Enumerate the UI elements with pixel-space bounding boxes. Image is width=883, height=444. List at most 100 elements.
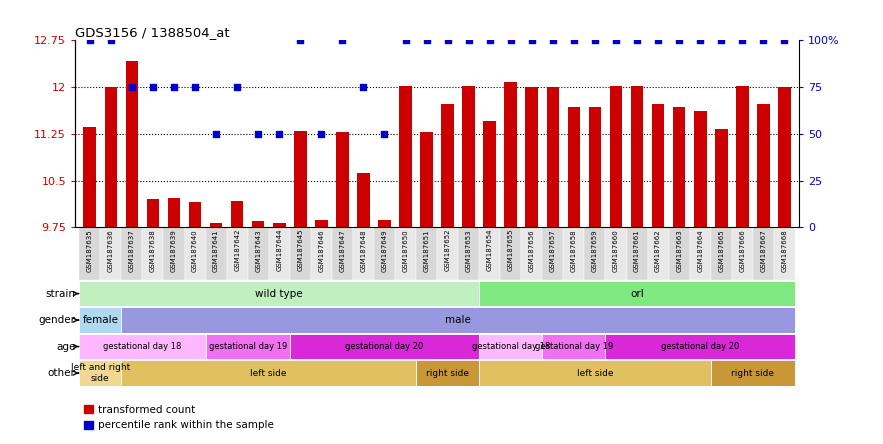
- Text: gestational day 18: gestational day 18: [472, 342, 550, 351]
- Bar: [630, 86, 644, 227]
- Text: age: age: [56, 341, 75, 352]
- Point: [146, 83, 160, 91]
- Bar: [585, 227, 606, 280]
- Bar: [290, 334, 479, 359]
- Bar: [79, 307, 121, 333]
- Bar: [542, 227, 563, 280]
- Bar: [189, 202, 201, 227]
- Bar: [521, 227, 542, 280]
- Point: [83, 36, 97, 44]
- Text: GSM187662: GSM187662: [655, 229, 661, 272]
- Bar: [479, 361, 711, 386]
- Text: gestational day 20: gestational day 20: [661, 342, 739, 351]
- Bar: [563, 227, 585, 280]
- Text: GSM187637: GSM187637: [129, 229, 135, 272]
- Point: [777, 36, 791, 44]
- Bar: [79, 361, 121, 386]
- Point: [483, 36, 497, 44]
- Bar: [568, 107, 580, 227]
- Bar: [294, 131, 306, 227]
- Text: GSM187645: GSM187645: [298, 229, 303, 271]
- Text: GSM187655: GSM187655: [508, 229, 514, 271]
- Text: GSM187657: GSM187657: [550, 229, 556, 272]
- Text: GSM187661: GSM187661: [634, 229, 640, 272]
- Bar: [247, 227, 268, 280]
- Text: GSM187652: GSM187652: [445, 229, 450, 271]
- Bar: [416, 361, 479, 386]
- Bar: [647, 227, 668, 280]
- Bar: [230, 201, 244, 227]
- Text: orl: orl: [630, 289, 644, 298]
- Bar: [668, 227, 690, 280]
- Bar: [147, 199, 159, 227]
- Text: right side: right side: [731, 369, 774, 377]
- Bar: [715, 129, 728, 227]
- Text: other: other: [48, 368, 75, 378]
- Text: GSM187649: GSM187649: [381, 229, 388, 272]
- Bar: [694, 111, 706, 227]
- Bar: [736, 86, 749, 227]
- Bar: [757, 104, 770, 227]
- Bar: [79, 334, 206, 359]
- Point: [357, 83, 371, 91]
- Text: left side: left side: [577, 369, 613, 377]
- Bar: [336, 132, 349, 227]
- Point: [167, 83, 181, 91]
- Bar: [374, 227, 395, 280]
- Legend: transformed count, percentile rank within the sample: transformed count, percentile rank withi…: [80, 401, 278, 434]
- Text: GSM187656: GSM187656: [529, 229, 535, 272]
- Bar: [101, 227, 121, 280]
- Bar: [711, 361, 795, 386]
- Text: gender: gender: [38, 315, 75, 325]
- Text: GSM187667: GSM187667: [760, 229, 766, 272]
- Text: wild type: wild type: [255, 289, 303, 298]
- Bar: [542, 334, 606, 359]
- Point: [125, 83, 139, 91]
- Bar: [525, 87, 538, 227]
- Point: [630, 36, 644, 44]
- Text: male: male: [445, 315, 471, 325]
- Bar: [163, 227, 185, 280]
- Point: [588, 36, 602, 44]
- Point: [188, 83, 202, 91]
- Text: GSM187666: GSM187666: [739, 229, 745, 272]
- Point: [230, 83, 245, 91]
- Text: strain: strain: [45, 289, 75, 298]
- Point: [651, 36, 665, 44]
- Bar: [778, 87, 790, 227]
- Bar: [273, 223, 285, 227]
- Bar: [378, 220, 391, 227]
- Text: GSM187659: GSM187659: [592, 229, 598, 272]
- Bar: [479, 334, 542, 359]
- Text: GSM187635: GSM187635: [87, 229, 93, 272]
- Bar: [504, 82, 517, 227]
- Text: GSM187636: GSM187636: [108, 229, 114, 272]
- Bar: [606, 227, 627, 280]
- Bar: [290, 227, 311, 280]
- Bar: [185, 227, 206, 280]
- Point: [736, 36, 750, 44]
- Bar: [79, 281, 479, 306]
- Text: GSM187646: GSM187646: [318, 229, 324, 272]
- Text: GSM187641: GSM187641: [213, 229, 219, 272]
- Bar: [437, 227, 458, 280]
- Text: GSM187640: GSM187640: [192, 229, 198, 272]
- Point: [525, 36, 539, 44]
- Text: gestational day 19: gestational day 19: [208, 342, 287, 351]
- Bar: [547, 87, 559, 227]
- Bar: [395, 227, 416, 280]
- Bar: [168, 198, 180, 227]
- Point: [462, 36, 476, 44]
- Point: [272, 130, 286, 137]
- Bar: [268, 227, 290, 280]
- Bar: [353, 227, 374, 280]
- Bar: [315, 220, 328, 227]
- Bar: [483, 121, 496, 227]
- Point: [398, 36, 412, 44]
- Bar: [463, 86, 475, 227]
- Bar: [399, 86, 411, 227]
- Bar: [479, 281, 795, 306]
- Bar: [210, 223, 223, 227]
- Text: GSM187648: GSM187648: [360, 229, 366, 272]
- Text: GSM187664: GSM187664: [698, 229, 703, 272]
